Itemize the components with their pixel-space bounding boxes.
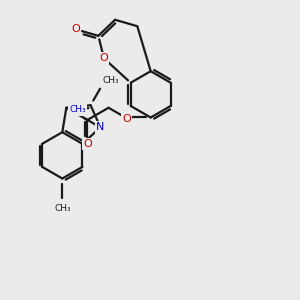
Text: O: O [71,24,80,34]
Text: CH₃: CH₃ [70,105,86,114]
Text: O: O [83,139,92,149]
Text: CH₃: CH₃ [54,204,70,213]
Text: N: N [96,122,105,133]
Text: O: O [100,53,108,63]
Text: O: O [122,114,131,124]
Text: CH₃: CH₃ [103,76,119,85]
